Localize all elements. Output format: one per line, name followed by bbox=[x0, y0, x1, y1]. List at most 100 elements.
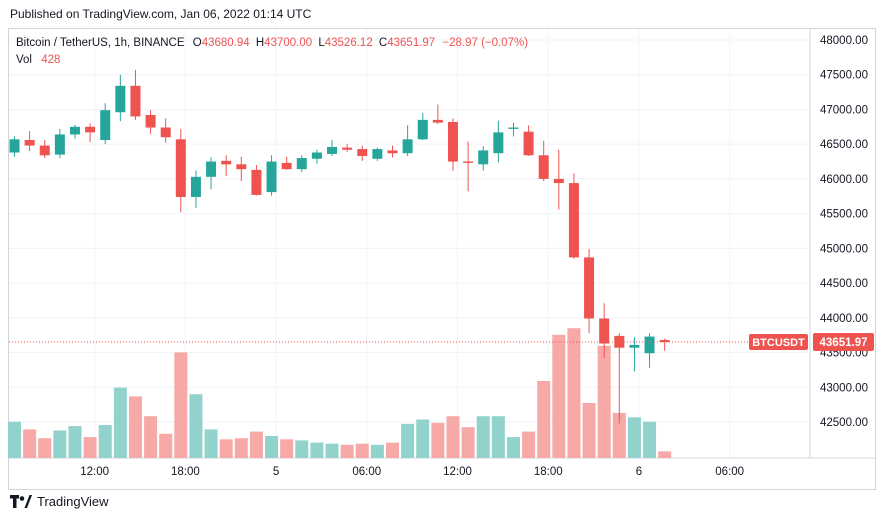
tradingview-brand[interactable]: TradingView bbox=[10, 494, 109, 509]
volume-bar bbox=[68, 426, 82, 458]
volume-bar bbox=[355, 443, 369, 458]
candle-body bbox=[160, 127, 171, 138]
y-tick-label: 44000.00 bbox=[820, 313, 868, 325]
candle-body bbox=[236, 164, 247, 170]
x-tick-label: 06:00 bbox=[352, 466, 381, 478]
volume-bar bbox=[491, 416, 505, 458]
candle-body bbox=[644, 336, 655, 354]
candle-body bbox=[629, 344, 640, 348]
volume-bar bbox=[506, 437, 520, 458]
x-tick-label: 18:00 bbox=[534, 466, 563, 478]
candle-body bbox=[39, 145, 50, 156]
volume-bar bbox=[461, 427, 475, 458]
candle-body bbox=[417, 119, 428, 140]
low-value: 43526.12 bbox=[324, 37, 373, 49]
volume-bar bbox=[265, 436, 279, 458]
candle-body bbox=[599, 318, 610, 344]
open-value: 43680.94 bbox=[201, 37, 250, 49]
brand-name: TradingView bbox=[37, 494, 109, 509]
close-label: C bbox=[378, 37, 388, 49]
candle-body bbox=[478, 150, 489, 165]
y-tick-label: 42500.00 bbox=[820, 417, 868, 429]
candle-body bbox=[130, 85, 141, 117]
volume-bar bbox=[325, 443, 339, 458]
symbol-label: Bitcoin / TetherUS, 1h, BINANCE bbox=[16, 37, 185, 49]
x-tick-label: 5 bbox=[273, 466, 279, 478]
open-label: O bbox=[192, 37, 202, 49]
chart-frame bbox=[8, 28, 876, 490]
volume-bar bbox=[582, 403, 596, 458]
volume-bar bbox=[249, 431, 263, 458]
candle-body bbox=[115, 85, 126, 113]
change-value: −28.97 (−0.07%) bbox=[442, 37, 529, 49]
symbol-tag-bg bbox=[749, 333, 808, 350]
candle-body bbox=[190, 176, 201, 197]
candle-body bbox=[402, 139, 413, 154]
volume-bar bbox=[658, 451, 672, 458]
y-tick-label: 46000.00 bbox=[820, 174, 868, 186]
candle-body bbox=[100, 110, 111, 141]
x-tick-label: 12:00 bbox=[80, 466, 109, 478]
candle-body bbox=[372, 149, 383, 159]
volume-bar bbox=[219, 439, 233, 458]
volume-bar bbox=[446, 416, 460, 458]
y-tick-label: 48000.00 bbox=[820, 35, 868, 47]
y-tick-label: 45500.00 bbox=[820, 209, 868, 221]
x-tick-label: 6 bbox=[636, 466, 642, 478]
high-label: H bbox=[255, 37, 265, 49]
volume-bar bbox=[340, 444, 354, 458]
candle-body bbox=[447, 121, 458, 162]
volume-bar bbox=[8, 421, 21, 458]
x-tick-label: 12:00 bbox=[443, 466, 472, 478]
volume-bar bbox=[643, 421, 657, 458]
last-price-tag-bg bbox=[813, 332, 874, 351]
candle-body bbox=[145, 115, 156, 128]
volume-bar bbox=[38, 438, 52, 458]
candle-body bbox=[54, 134, 65, 155]
candle-body bbox=[221, 160, 232, 165]
volume-bar bbox=[98, 425, 112, 458]
volume-bar bbox=[552, 334, 566, 458]
candle-body bbox=[463, 161, 474, 163]
candle-body bbox=[342, 147, 353, 150]
volume-bar bbox=[280, 439, 294, 458]
x-tick-label: 06:00 bbox=[715, 466, 744, 478]
volume-value: 428 bbox=[41, 54, 61, 66]
low-label: L bbox=[318, 37, 325, 49]
candle-body bbox=[327, 146, 338, 154]
chart-legend: Bitcoin / TetherUS, 1h, BINANCE O43680.9… bbox=[16, 35, 528, 69]
candle-body bbox=[85, 126, 96, 133]
y-tick-label: 44500.00 bbox=[820, 278, 868, 290]
volume-bar bbox=[386, 442, 399, 458]
volume-bar bbox=[144, 416, 158, 458]
y-tick-label: 43000.00 bbox=[820, 382, 868, 394]
tradingview-logo-icon bbox=[10, 495, 32, 508]
candle-body bbox=[553, 178, 564, 184]
symbol-tag: BTCUSDT bbox=[752, 337, 805, 349]
volume-bar bbox=[295, 440, 309, 458]
volume-bar bbox=[174, 352, 188, 458]
candle-body bbox=[432, 119, 443, 123]
volume-bar bbox=[567, 328, 581, 458]
volume-line: Vol 428 bbox=[16, 52, 528, 69]
volume-bar bbox=[370, 444, 384, 458]
candle-body bbox=[266, 161, 277, 193]
volume-bar bbox=[597, 345, 611, 458]
candle-body bbox=[251, 169, 262, 195]
y-tick-label: 47500.00 bbox=[820, 70, 868, 82]
volume-bar bbox=[476, 416, 490, 458]
y-tick-label: 47000.00 bbox=[820, 104, 868, 116]
y-tick-label: 45000.00 bbox=[820, 243, 868, 255]
volume-bar bbox=[83, 437, 97, 458]
candle-body bbox=[508, 127, 519, 129]
volume-bar bbox=[431, 422, 445, 458]
volume-label: Vol bbox=[16, 54, 32, 66]
candle-body bbox=[206, 161, 217, 177]
candle-body bbox=[311, 152, 322, 159]
volume-bar bbox=[234, 438, 248, 458]
volume-bar bbox=[128, 396, 142, 458]
x-tick-label: 18:00 bbox=[171, 466, 200, 478]
volume-bar bbox=[189, 394, 203, 458]
published-caption: Published on TradingView.com, Jan 06, 20… bbox=[10, 7, 312, 21]
